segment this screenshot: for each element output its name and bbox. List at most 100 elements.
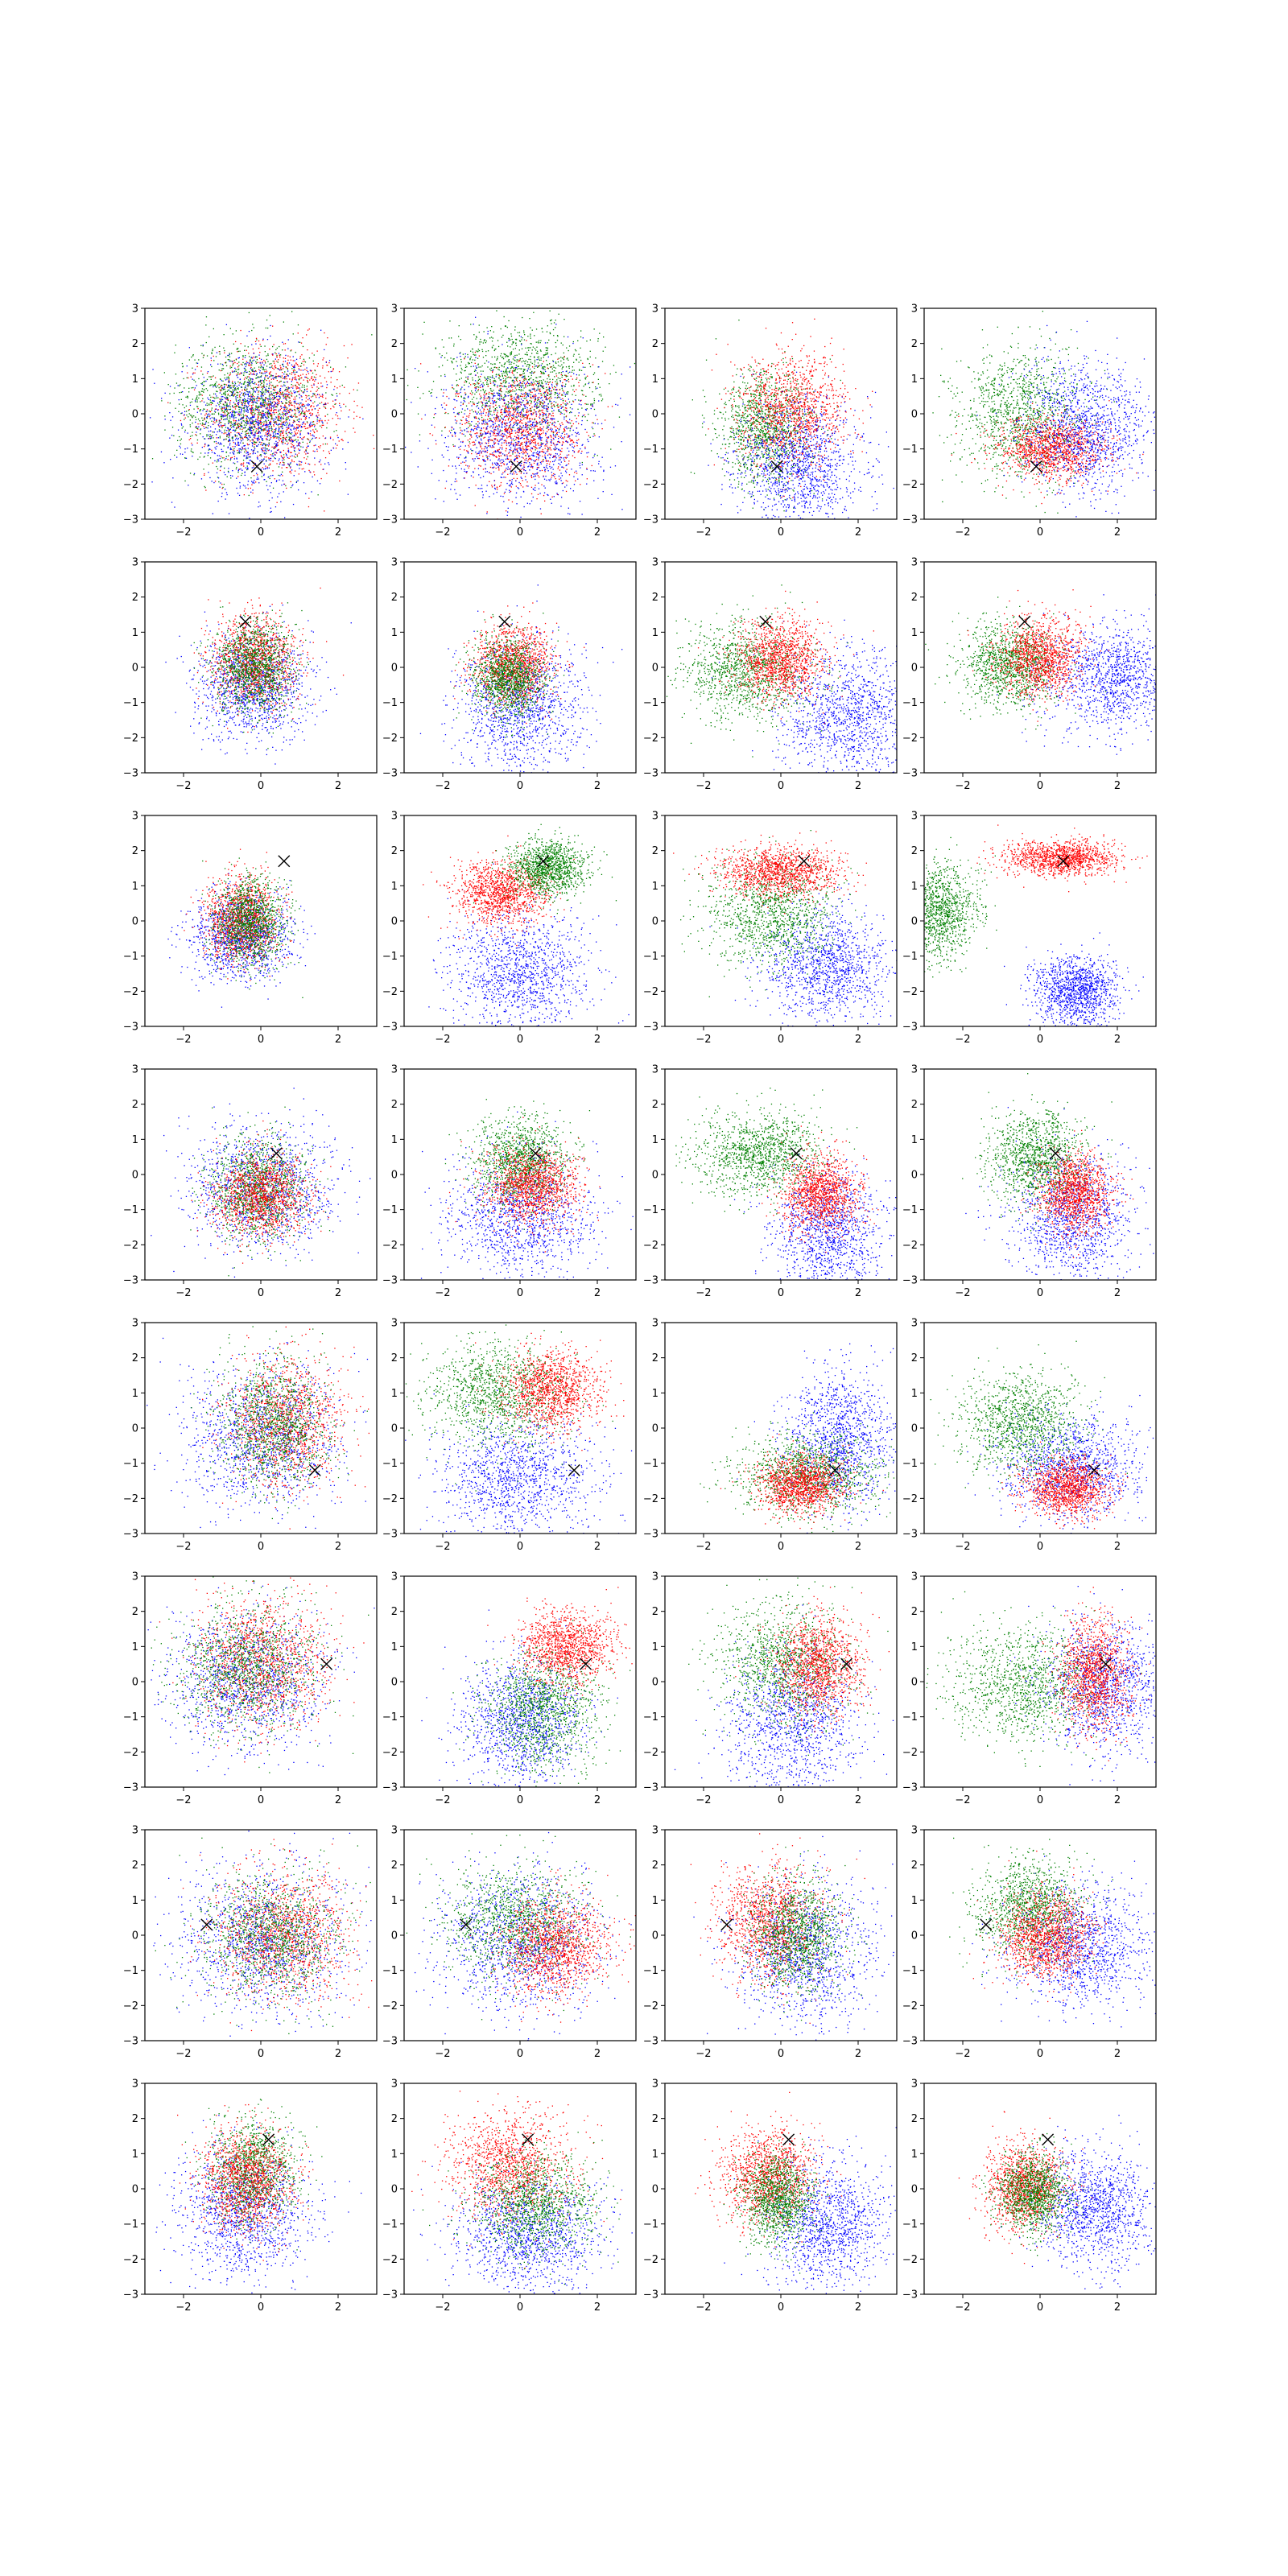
point (212, 384, 213, 385)
point (200, 370, 201, 371)
point (237, 472, 238, 473)
point (241, 464, 242, 465)
point (292, 440, 293, 441)
point (557, 340, 558, 341)
point (275, 403, 276, 404)
point (221, 385, 222, 386)
point (277, 380, 278, 381)
y-tick-label: 3 (132, 303, 138, 316)
point (186, 458, 187, 459)
point (280, 462, 281, 463)
point (610, 448, 611, 449)
point (272, 355, 273, 356)
point (250, 412, 251, 413)
point (202, 391, 203, 392)
point (500, 355, 501, 356)
point (238, 442, 239, 443)
point (316, 449, 317, 450)
point (286, 420, 287, 421)
point (300, 402, 301, 403)
point (197, 399, 198, 400)
point (270, 371, 271, 372)
point (285, 413, 286, 414)
point (196, 428, 197, 429)
point (221, 427, 222, 428)
point (253, 404, 254, 405)
point (195, 400, 196, 401)
point (194, 473, 195, 474)
point (502, 335, 503, 336)
point (337, 435, 338, 436)
point (274, 443, 275, 444)
point (266, 485, 267, 486)
point (523, 332, 524, 333)
point (298, 421, 299, 422)
point (271, 406, 272, 407)
point (212, 407, 213, 408)
point (221, 396, 222, 397)
point (266, 431, 267, 432)
point (479, 324, 480, 325)
point (528, 359, 529, 360)
point (258, 348, 259, 349)
point (290, 452, 291, 453)
point (274, 448, 275, 449)
point (270, 475, 271, 476)
point (227, 355, 228, 356)
point (248, 439, 249, 440)
point (275, 409, 276, 410)
point (260, 362, 261, 363)
point (487, 327, 488, 328)
point (527, 354, 528, 355)
point (276, 463, 277, 464)
point (274, 377, 275, 378)
point (532, 363, 533, 364)
point (468, 379, 469, 380)
point (549, 363, 550, 364)
point (282, 424, 283, 425)
point (195, 434, 196, 435)
point (318, 494, 319, 495)
point (302, 403, 303, 404)
point (584, 384, 585, 385)
point (184, 431, 185, 432)
point (300, 383, 301, 384)
point (188, 388, 189, 389)
point (248, 406, 249, 407)
point (221, 401, 222, 402)
point (470, 358, 471, 359)
point (296, 388, 297, 389)
point (244, 389, 245, 390)
point (280, 392, 281, 393)
point (179, 399, 180, 400)
point (339, 371, 340, 372)
point (505, 386, 506, 387)
point (499, 369, 500, 370)
point (544, 394, 545, 395)
point (567, 357, 568, 358)
point (299, 434, 300, 435)
point (506, 342, 507, 343)
point (593, 433, 594, 434)
point (216, 409, 217, 410)
point (283, 462, 284, 463)
point (550, 372, 551, 373)
point (205, 489, 206, 490)
point (306, 334, 307, 335)
point (266, 430, 267, 431)
point (488, 350, 489, 351)
point (240, 437, 241, 438)
point (615, 372, 616, 373)
point (236, 359, 237, 360)
point (274, 422, 275, 423)
point (257, 398, 258, 399)
point (508, 360, 509, 361)
point (180, 453, 181, 454)
point (191, 377, 192, 378)
point (263, 414, 264, 415)
point (246, 361, 247, 362)
point (282, 472, 283, 473)
point (290, 390, 291, 391)
point (266, 436, 267, 437)
point (463, 402, 464, 403)
